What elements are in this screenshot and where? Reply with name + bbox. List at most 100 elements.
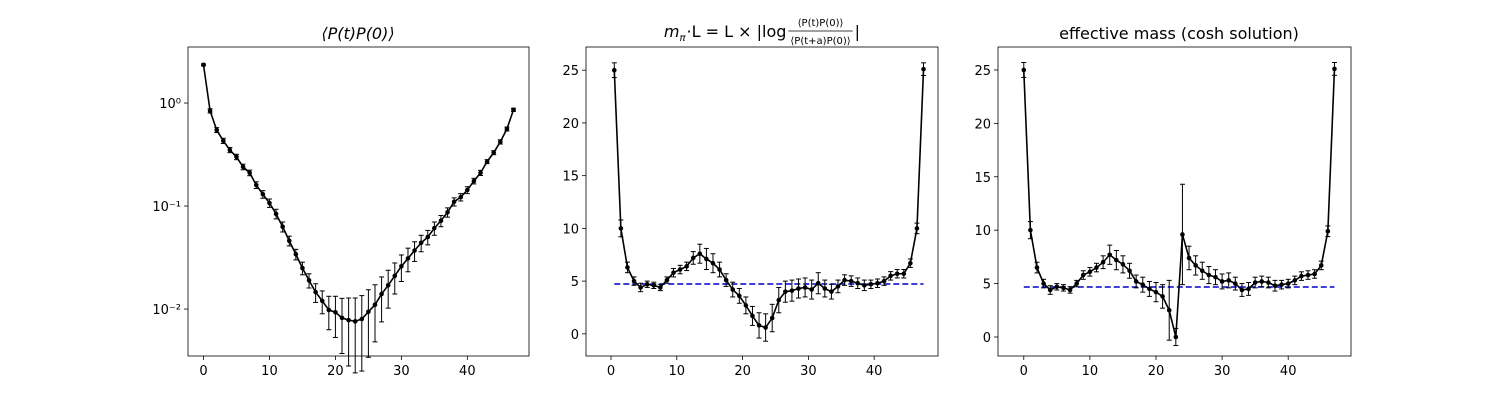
axes: 0 10 20 30 40 0 5 10 15 20 25 — [974, 46, 1352, 379]
y-tick-label: 5 — [571, 275, 579, 290]
data-point — [405, 256, 411, 261]
axes: 0 10 20 30 40 10⁰ 10⁻¹ 10⁻² — [152, 46, 530, 379]
x-tick-label: 10 — [1082, 364, 1099, 379]
title-part: ⟨P(t)P(0)⟩ — [798, 18, 844, 29]
data-point — [783, 289, 788, 294]
data-point — [260, 192, 266, 197]
data-point — [1279, 282, 1284, 287]
x-tick-label: 0 — [199, 364, 207, 379]
data-point — [756, 323, 762, 328]
data-point — [894, 271, 900, 277]
data-point — [644, 281, 650, 287]
data-point — [697, 251, 703, 257]
y-tick-label: 20 — [562, 117, 579, 132]
data-point — [511, 107, 516, 113]
data-point — [862, 283, 867, 288]
data-point — [326, 307, 332, 313]
data-point — [809, 287, 814, 292]
data-point — [227, 147, 233, 153]
data-point — [207, 108, 213, 114]
data-point — [888, 273, 893, 279]
data-point — [717, 267, 722, 272]
data-point — [1147, 286, 1152, 292]
error-bar — [352, 297, 358, 374]
error-bar — [359, 295, 365, 372]
title-part: | — [855, 22, 860, 41]
data-point — [829, 289, 834, 294]
x-tick-label: 30 — [1214, 364, 1231, 379]
data-point — [763, 325, 768, 330]
data-point — [412, 248, 417, 253]
data-point — [842, 277, 847, 283]
data-point — [498, 139, 503, 145]
data-point — [1292, 278, 1298, 283]
error-bar — [339, 297, 345, 355]
title-part: ·L = L × |log — [687, 22, 787, 41]
data-point — [710, 260, 716, 266]
data-point — [789, 288, 795, 293]
y-tick-label: 0 — [983, 331, 991, 346]
data-point — [1318, 263, 1324, 268]
data-point — [346, 317, 351, 323]
y-tick-label: 10⁻¹ — [152, 200, 181, 215]
y-tick-label: 25 — [974, 64, 991, 79]
data-point — [1061, 285, 1066, 291]
data-point — [1127, 268, 1132, 274]
y-tick-label: 25 — [562, 64, 579, 79]
y-tick-label: 10⁰ — [159, 97, 181, 112]
data-point — [399, 263, 404, 269]
error-bar — [326, 295, 332, 331]
x-tick-label: 10 — [261, 364, 278, 379]
title-part: m — [664, 22, 680, 41]
data-point — [1246, 286, 1251, 292]
data-point — [432, 225, 437, 231]
data-point — [664, 277, 670, 283]
data-point — [273, 211, 279, 217]
data-point — [333, 309, 338, 315]
data-point — [280, 224, 285, 230]
data-point — [1219, 279, 1225, 284]
axes-frame — [997, 46, 1352, 357]
data-point — [901, 271, 907, 277]
data-point — [914, 226, 920, 231]
data-point — [1233, 281, 1238, 286]
data-point — [1332, 66, 1337, 72]
error-bar — [392, 262, 398, 295]
data-point — [1259, 279, 1265, 284]
data-point — [267, 200, 272, 206]
data-point — [1021, 67, 1027, 73]
data-point — [1239, 287, 1245, 293]
data-point — [504, 126, 510, 132]
data-point — [491, 150, 497, 155]
data-point — [690, 255, 696, 261]
x-tick-label: 30 — [393, 364, 410, 379]
title-part: π — [680, 33, 687, 44]
data-point — [1285, 281, 1291, 286]
data-point — [743, 303, 749, 308]
data-point — [339, 315, 345, 321]
chart-title: effective mass (cosh solution) — [1059, 24, 1299, 43]
data-point — [921, 66, 926, 72]
y-tick-label: 0 — [571, 328, 579, 343]
data-point — [1087, 269, 1093, 275]
chart-title: m π ·L = L × |log ⟨P(t)P(0)⟩ ⟨P(t+a)P(0)… — [664, 18, 860, 47]
data-point — [1028, 227, 1033, 233]
title-part: ⟨P(t+a)P(0)⟩ — [790, 36, 850, 47]
data-point — [651, 283, 657, 288]
data-point — [618, 226, 624, 231]
data-point — [438, 218, 444, 224]
error-bar — [365, 289, 371, 358]
data-point — [1193, 263, 1198, 268]
data-point — [1114, 257, 1119, 263]
data-point — [1140, 282, 1146, 287]
data-point — [478, 170, 483, 176]
error-bar — [346, 297, 352, 367]
data-point — [796, 286, 801, 291]
data-point — [306, 278, 312, 283]
data-point — [611, 67, 617, 73]
y-tick-label: 5 — [983, 278, 991, 293]
x-tick-label: 20 — [1148, 364, 1165, 379]
data-point — [868, 281, 874, 287]
x-tick-label: 20 — [734, 364, 751, 379]
